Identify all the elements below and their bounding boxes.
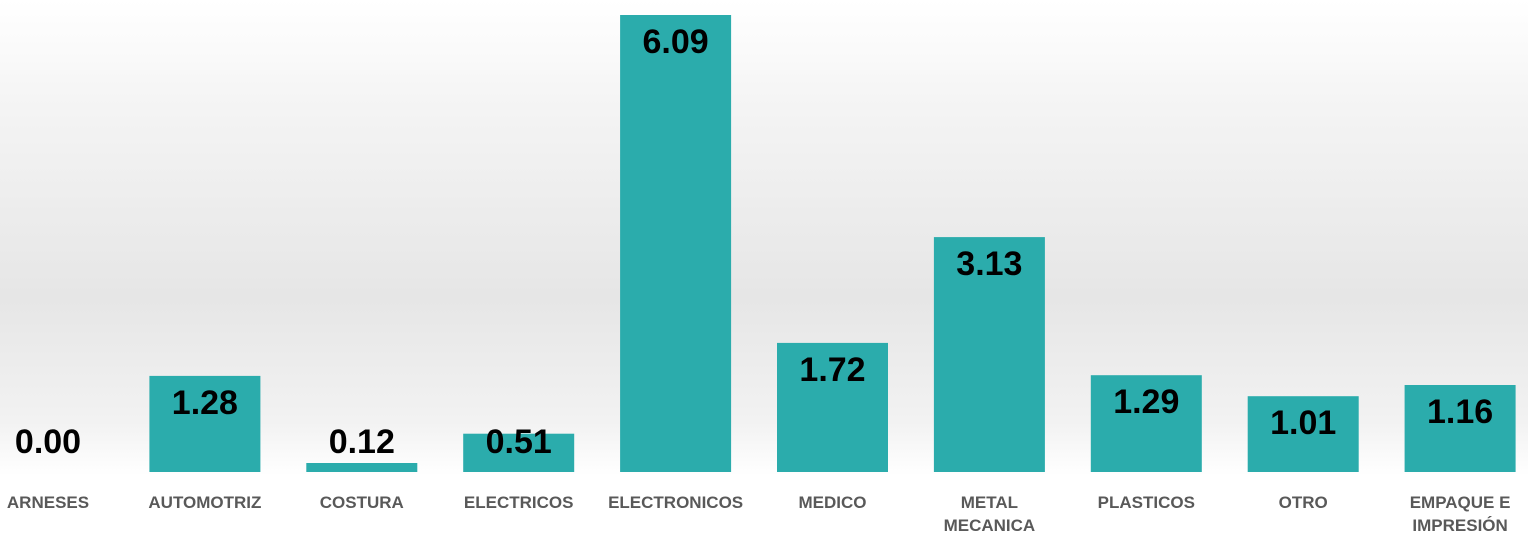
data-label: 1.16 xyxy=(1427,393,1493,431)
value-labels-layer: 0.00 1.28 0.12 0.51 6.09 1.72 3.13 1.29 1.01 1.16 xyxy=(15,23,1493,461)
bar xyxy=(1404,385,1516,472)
data-label: 1.28 xyxy=(172,384,238,422)
data-label: 1.01 xyxy=(1270,404,1336,442)
data-label: 1.72 xyxy=(799,351,865,389)
data-label: 1.29 xyxy=(1113,383,1179,421)
data-label: 0.00 xyxy=(15,423,81,461)
category-tick-label: MEDICO xyxy=(799,493,867,512)
category-tick-label: ARNESES xyxy=(7,493,89,512)
bars-layer xyxy=(149,15,1516,472)
bar xyxy=(1247,396,1359,472)
category-tick-label: COSTURA xyxy=(320,493,404,512)
category-tick-label: EMPAQUE E xyxy=(1410,493,1511,512)
data-label: 3.13 xyxy=(956,245,1022,283)
data-label: 0.51 xyxy=(486,423,552,461)
category-tick-label: PLASTICOS xyxy=(1098,493,1195,512)
bar xyxy=(306,463,418,472)
category-tick-label: OTRO xyxy=(1279,493,1328,512)
category-labels-layer: ARNESES AUTOMOTRIZ COSTURA ELECTRICOS ELECTR… xyxy=(7,493,1511,535)
category-tick-label: ELECTRONICOS xyxy=(608,493,743,512)
data-label: 0.12 xyxy=(329,423,395,461)
bar xyxy=(933,237,1045,472)
bar xyxy=(777,342,888,472)
category-tick-label: AUTOMOTRIZ xyxy=(148,493,261,512)
category-tick-label: MECANICA xyxy=(944,516,1036,535)
bar xyxy=(463,433,575,472)
bar xyxy=(1090,375,1202,472)
category-tick-label: IMPRESIÓN xyxy=(1412,516,1507,535)
bar xyxy=(620,15,732,472)
data-label: 6.09 xyxy=(643,23,709,61)
bar xyxy=(149,375,261,472)
category-tick-label: METAL xyxy=(961,493,1018,512)
category-tick-label: ELECTRICOS xyxy=(464,493,574,512)
